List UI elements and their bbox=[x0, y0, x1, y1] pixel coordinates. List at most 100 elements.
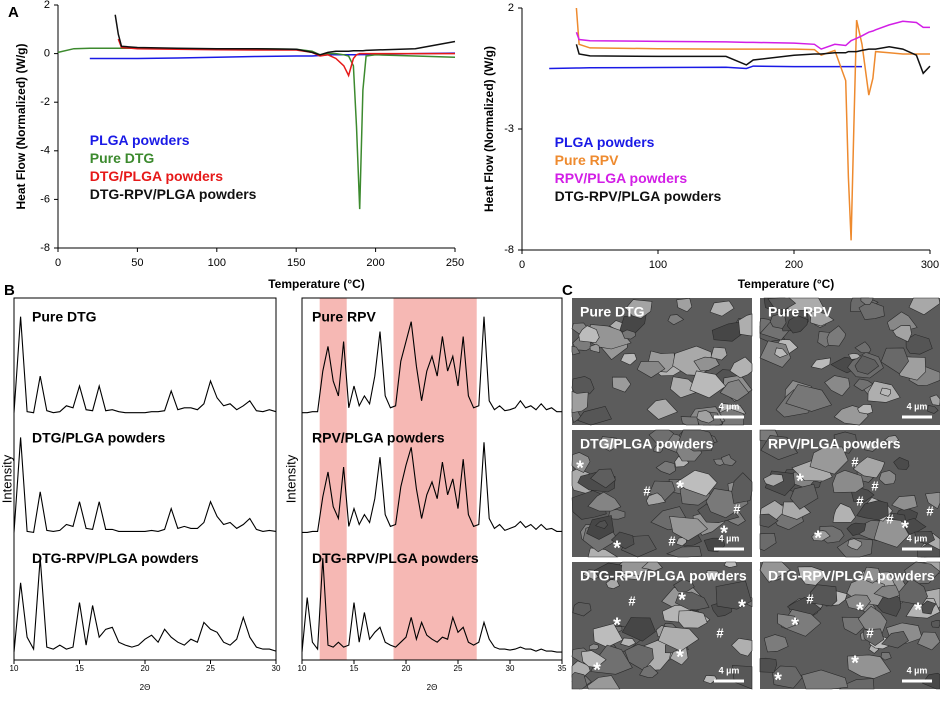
legend-entry: Pure RPV bbox=[555, 152, 619, 168]
sem-particle bbox=[636, 360, 666, 378]
sem-label: DTG-RPV/PLGA powders bbox=[768, 568, 935, 584]
sem-particle bbox=[571, 671, 588, 690]
sem-particle bbox=[729, 356, 753, 379]
diffraction-pattern bbox=[13, 316, 277, 414]
x-tick-label: 100 bbox=[649, 259, 667, 271]
sem-particle bbox=[571, 345, 581, 356]
sem-particle bbox=[577, 405, 612, 426]
sem-marker: * bbox=[791, 614, 799, 636]
y-axis-label: Intensity bbox=[0, 454, 14, 503]
sem-particle bbox=[891, 495, 918, 511]
sem-particle bbox=[905, 334, 933, 355]
x-tick-label: 15 bbox=[75, 664, 84, 673]
sem-particle bbox=[893, 457, 910, 470]
sem-particle bbox=[675, 469, 718, 497]
sem-particle bbox=[720, 454, 737, 467]
sem-marker: # bbox=[926, 503, 934, 518]
sem-particle bbox=[587, 547, 619, 558]
x-tick-label: 10 bbox=[10, 664, 19, 673]
sem-particle bbox=[611, 376, 632, 393]
x-tick-label: 150 bbox=[287, 257, 305, 269]
sem-particle bbox=[673, 579, 695, 592]
sem-particle bbox=[763, 473, 784, 487]
sem-marker: * bbox=[901, 517, 909, 539]
x-tick-label: 0 bbox=[519, 259, 525, 271]
sem-particle bbox=[832, 469, 865, 493]
sem-particle bbox=[655, 460, 676, 475]
x-tick-label: 25 bbox=[454, 664, 463, 673]
sem-particle bbox=[873, 584, 901, 600]
sem-particle bbox=[801, 669, 849, 690]
sem-particle bbox=[810, 357, 831, 370]
sem-particle bbox=[738, 313, 753, 337]
x-tick-label: 35 bbox=[558, 664, 567, 673]
sem-particle bbox=[772, 665, 803, 689]
scale-bar-label: 4 µm bbox=[719, 533, 740, 543]
sem-particle bbox=[878, 470, 896, 485]
y-tick-label: 2 bbox=[44, 0, 50, 11]
sem-particle bbox=[853, 378, 874, 392]
sem-particle bbox=[588, 643, 600, 651]
diffraction-pattern bbox=[13, 437, 277, 534]
sem-particle bbox=[790, 483, 819, 510]
x-axis-label: 2Θ bbox=[140, 683, 151, 692]
sem-marker: * bbox=[576, 457, 584, 479]
sem-particle bbox=[930, 619, 940, 628]
plot-frame bbox=[13, 297, 277, 661]
sem-particle bbox=[706, 570, 721, 581]
sem-marker: # bbox=[806, 591, 814, 606]
legend-entry: DTG-RPV/PLGA powders bbox=[555, 188, 722, 204]
sem-particle bbox=[572, 601, 592, 617]
sem-particle bbox=[605, 579, 620, 590]
sem-label: RPV/PLGA powders bbox=[768, 436, 901, 452]
pattern-label: Pure DTG bbox=[32, 309, 97, 325]
scale-bar-label: 4 µm bbox=[907, 533, 928, 543]
sem-particle bbox=[590, 468, 616, 489]
sem-particle bbox=[578, 325, 600, 344]
sem-particle bbox=[598, 436, 618, 452]
legend-entry: Pure DTG bbox=[90, 150, 155, 166]
sem-particle bbox=[880, 652, 892, 661]
sem-marker: * bbox=[774, 669, 782, 691]
x-tick-label: 15 bbox=[350, 664, 359, 673]
sem-marker: * bbox=[678, 589, 686, 611]
sem-particle bbox=[858, 300, 885, 320]
x-tick-label: 30 bbox=[506, 664, 515, 673]
y-tick-label: -6 bbox=[40, 193, 50, 205]
sem-particle bbox=[641, 561, 663, 572]
pattern-label: DTG-RPV/PLGA powders bbox=[32, 550, 199, 566]
line-series bbox=[549, 65, 862, 70]
x-tick-label: 30 bbox=[272, 664, 281, 673]
sem-marker: * bbox=[738, 596, 746, 618]
sem-particle bbox=[892, 325, 912, 343]
sem-particle bbox=[731, 472, 753, 504]
sem-particle bbox=[648, 429, 675, 445]
x-tick-label: 20 bbox=[141, 664, 150, 673]
sem-particle bbox=[723, 561, 738, 568]
sem-particle bbox=[846, 522, 867, 536]
line-series bbox=[575, 7, 930, 241]
sem-particle bbox=[571, 452, 591, 473]
sem-particle bbox=[797, 566, 826, 586]
diffraction-pattern bbox=[302, 316, 562, 414]
line-series bbox=[575, 44, 931, 75]
sem-particle bbox=[696, 410, 715, 424]
scale-bar-label: 4 µm bbox=[719, 665, 740, 675]
sem-particle bbox=[904, 561, 940, 585]
sem-marker: # bbox=[856, 493, 864, 508]
sem-particle bbox=[845, 594, 871, 612]
sem-label: Pure RPV bbox=[768, 304, 832, 320]
sem-label: DTG-RPV/PLGA powders bbox=[580, 568, 747, 584]
sem-particle bbox=[898, 577, 928, 606]
sem-marker: * bbox=[851, 652, 859, 674]
sem-particle bbox=[809, 445, 849, 475]
sem-particle bbox=[921, 600, 937, 615]
sem-particle bbox=[787, 315, 809, 334]
sem-marker: # bbox=[886, 511, 894, 526]
sem-particle bbox=[669, 646, 689, 666]
sem-particle bbox=[678, 610, 708, 629]
sem-particle bbox=[625, 299, 653, 319]
sem-marker: * bbox=[593, 659, 601, 681]
sem-particle bbox=[809, 584, 838, 607]
sem-particle bbox=[669, 376, 702, 399]
